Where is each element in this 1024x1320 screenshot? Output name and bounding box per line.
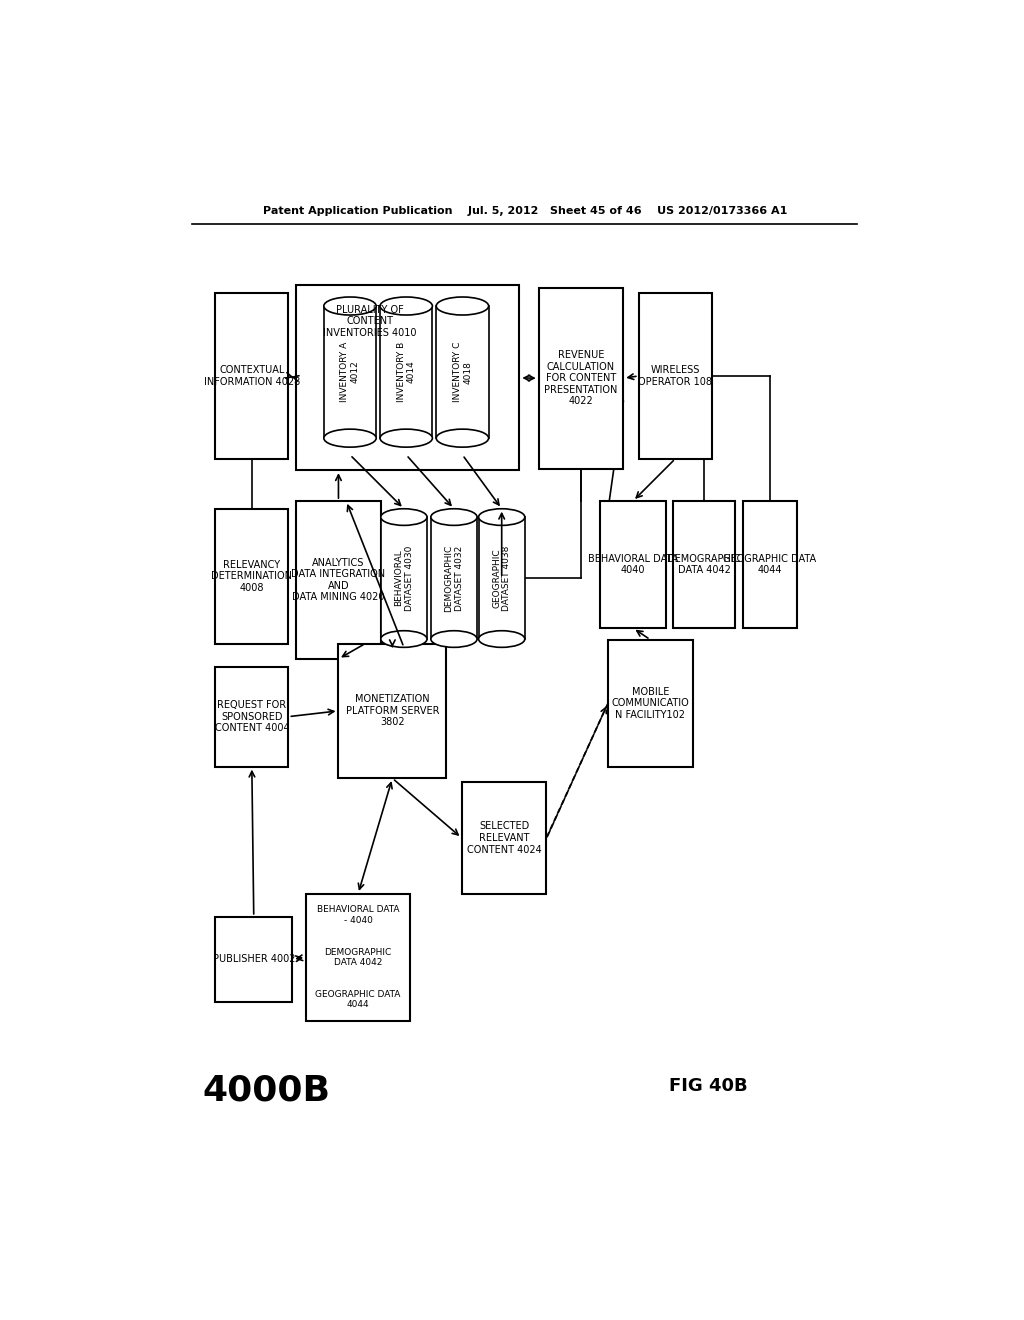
Ellipse shape (436, 297, 488, 315)
Text: GEOGRAPHIC
DATASET 4038: GEOGRAPHIC DATASET 4038 (492, 545, 511, 611)
Text: PUBLISHER 4002: PUBLISHER 4002 (213, 954, 295, 964)
FancyBboxPatch shape (215, 667, 289, 767)
FancyBboxPatch shape (215, 508, 289, 644)
Text: DEMOGRAPHIC
DATA 4042: DEMOGRAPHIC DATA 4042 (325, 948, 392, 968)
Ellipse shape (478, 508, 524, 525)
Ellipse shape (436, 429, 488, 447)
Text: Patent Application Publication    Jul. 5, 2012   Sheet 45 of 46    US 2012/01733: Patent Application Publication Jul. 5, 2… (262, 206, 787, 215)
FancyBboxPatch shape (742, 502, 797, 628)
Text: DEMOGRAPHIC
DATASET 4032: DEMOGRAPHIC DATASET 4032 (444, 544, 464, 611)
Text: REQUEST FOR
SPONSORED
CONTENT 4004: REQUEST FOR SPONSORED CONTENT 4004 (214, 700, 289, 733)
Text: BEHAVIORAL DATA
- 4040: BEHAVIORAL DATA - 4040 (316, 906, 399, 924)
Ellipse shape (380, 297, 432, 315)
Ellipse shape (478, 631, 524, 647)
Polygon shape (436, 306, 488, 438)
FancyBboxPatch shape (608, 640, 692, 767)
Text: 4000B: 4000B (202, 1073, 330, 1107)
FancyBboxPatch shape (674, 502, 735, 628)
Ellipse shape (431, 631, 477, 647)
Text: INVENTORY B
4014: INVENTORY B 4014 (396, 342, 416, 403)
Ellipse shape (381, 631, 427, 647)
Text: DEMOGRAPHIC
DATA 4042: DEMOGRAPHIC DATA 4042 (668, 554, 741, 576)
FancyBboxPatch shape (296, 502, 381, 659)
Text: MONETIZATION
PLATFORM SERVER
3802: MONETIZATION PLATFORM SERVER 3802 (346, 694, 439, 727)
Polygon shape (431, 517, 477, 639)
FancyBboxPatch shape (639, 293, 712, 459)
FancyBboxPatch shape (296, 285, 519, 470)
Text: REVENUE
CALCULATION
FOR CONTENT
PRESENTATION
4022: REVENUE CALCULATION FOR CONTENT PRESENTA… (545, 350, 617, 407)
Text: ANALYTICS
DATA INTEGRATION
AND
DATA MINING 4020: ANALYTICS DATA INTEGRATION AND DATA MINI… (292, 557, 385, 602)
Ellipse shape (324, 429, 376, 447)
Text: CONTEXTUAL
INFORMATION 4028: CONTEXTUAL INFORMATION 4028 (204, 366, 300, 387)
Ellipse shape (431, 508, 477, 525)
Polygon shape (380, 306, 432, 438)
Ellipse shape (324, 297, 376, 315)
FancyBboxPatch shape (539, 288, 624, 469)
Text: GEOGRAPHIC DATA
4044: GEOGRAPHIC DATA 4044 (723, 554, 816, 576)
Text: GEOGRAPHIC DATA
4044: GEOGRAPHIC DATA 4044 (315, 990, 400, 1010)
FancyBboxPatch shape (215, 917, 292, 1002)
FancyBboxPatch shape (215, 293, 289, 459)
Polygon shape (381, 517, 427, 639)
Text: INVENTORY C
4018: INVENTORY C 4018 (453, 342, 472, 403)
Text: RELEVANCY
DETERMINATION
4008: RELEVANCY DETERMINATION 4008 (211, 560, 292, 593)
Polygon shape (478, 517, 524, 639)
Text: BEHAVIORAL
DATASET 4030: BEHAVIORAL DATASET 4030 (394, 545, 414, 611)
Text: SELECTED
RELEVANT
CONTENT 4024: SELECTED RELEVANT CONTENT 4024 (467, 821, 542, 854)
Text: WIRELESS
OPERATOR 108: WIRELESS OPERATOR 108 (638, 366, 713, 387)
Text: MOBILE
COMMUNICATIO
N FACILITY102: MOBILE COMMUNICATIO N FACILITY102 (611, 686, 689, 719)
Text: INVENTORY A
4012: INVENTORY A 4012 (340, 342, 359, 403)
Ellipse shape (380, 429, 432, 447)
FancyBboxPatch shape (339, 644, 446, 779)
FancyBboxPatch shape (306, 894, 410, 1020)
Text: BEHAVIORAL DATA
4040: BEHAVIORAL DATA 4040 (588, 554, 678, 576)
Text: PLURALITY OF
CONTENT
INVENTORIES 4010: PLURALITY OF CONTENT INVENTORIES 4010 (323, 305, 417, 338)
FancyBboxPatch shape (600, 502, 666, 628)
FancyBboxPatch shape (462, 781, 547, 894)
Ellipse shape (381, 508, 427, 525)
Polygon shape (324, 306, 376, 438)
Text: FIG 40B: FIG 40B (669, 1077, 748, 1096)
